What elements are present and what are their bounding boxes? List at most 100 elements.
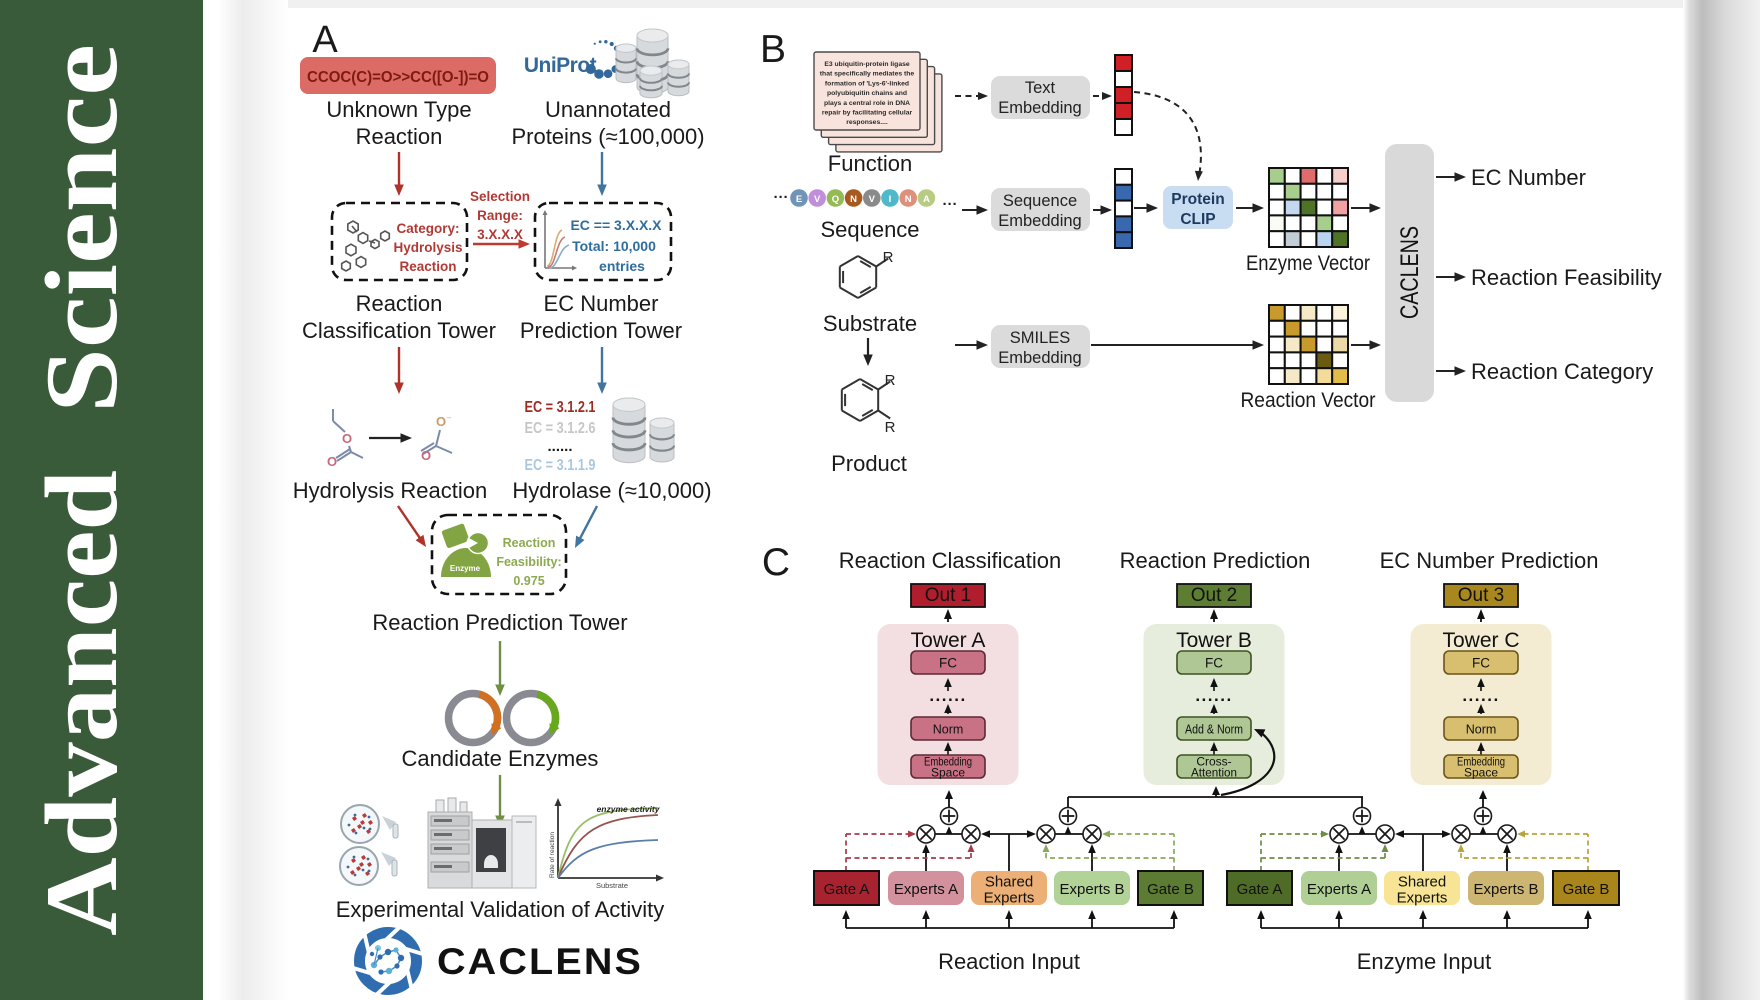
svg-text:Enzyme: Enzyme xyxy=(450,564,481,573)
svg-text:EC = 3.1.2.1: EC = 3.1.2.1 xyxy=(525,399,596,416)
svg-text:CCOC(C)=O>>CC([O-])=O: CCOC(C)=O>>CC([O-])=O xyxy=(307,69,489,86)
svg-text:Attention: Attention xyxy=(1191,766,1237,780)
svg-text:N: N xyxy=(850,194,857,205)
svg-text:Reaction Category: Reaction Category xyxy=(1471,359,1653,384)
svg-text:Text: Text xyxy=(1025,79,1056,97)
svg-text:Enzyme Vector: Enzyme Vector xyxy=(1246,252,1370,275)
svg-text:I: I xyxy=(889,194,892,205)
svg-text:Out 2: Out 2 xyxy=(1191,585,1237,606)
svg-text:SMILES: SMILES xyxy=(1010,329,1071,347)
svg-text:Reaction Prediction Tower: Reaction Prediction Tower xyxy=(372,610,627,635)
svg-text:···: ··· xyxy=(943,196,958,213)
svg-text:Experts B: Experts B xyxy=(1059,881,1124,898)
svg-text:Substrate: Substrate xyxy=(596,881,628,890)
svg-text:Unknown Type: Unknown Type xyxy=(326,97,471,122)
svg-text:Substrate: Substrate xyxy=(823,311,917,336)
svg-text:Category:: Category: xyxy=(396,221,459,236)
svg-text:FC: FC xyxy=(939,656,957,671)
svg-text:Science: Science xyxy=(25,44,139,413)
svg-text:V: V xyxy=(869,194,876,205)
svg-text:R: R xyxy=(885,372,896,389)
svg-text:B: B xyxy=(760,28,786,71)
svg-text:Function: Function xyxy=(828,151,912,176)
svg-text:Enzyme Input: Enzyme Input xyxy=(1357,949,1492,974)
svg-text:Gate A: Gate A xyxy=(1237,881,1283,898)
svg-text:Cross-: Cross- xyxy=(1196,755,1231,769)
svg-text:repair by facilitating cellula: repair by facilitating cellular xyxy=(822,110,913,117)
svg-text:Shared: Shared xyxy=(985,874,1033,891)
svg-text:CLIP: CLIP xyxy=(1180,211,1215,228)
svg-text:FC: FC xyxy=(1472,656,1490,671)
svg-text:Norm: Norm xyxy=(933,723,964,737)
svg-text:Q: Q xyxy=(832,194,839,205)
svg-text:......: ...... xyxy=(1195,686,1232,705)
svg-text:Reaction: Reaction xyxy=(503,536,556,550)
svg-text:Prediction Tower: Prediction Tower xyxy=(520,318,682,343)
svg-text:Reaction: Reaction xyxy=(356,124,443,149)
svg-text:Feasibility:: Feasibility: xyxy=(496,555,561,569)
svg-text:Reaction Vector: Reaction Vector xyxy=(1241,389,1376,412)
svg-text:plays a central role in DNA: plays a central role in DNA xyxy=(824,100,910,107)
svg-text:Out 3: Out 3 xyxy=(1458,585,1504,606)
svg-text:A: A xyxy=(312,19,338,61)
svg-text:Proteins (≈100,000): Proteins (≈100,000) xyxy=(511,124,704,149)
svg-text:Out 1: Out 1 xyxy=(925,585,971,606)
svg-text:Experts A: Experts A xyxy=(894,881,958,898)
svg-text:Reaction Prediction: Reaction Prediction xyxy=(1120,548,1311,573)
svg-text:Sequence: Sequence xyxy=(1003,192,1077,210)
svg-text:O: O xyxy=(421,448,431,463)
svg-text:Classification Tower: Classification Tower xyxy=(302,318,496,343)
svg-text:Range:: Range: xyxy=(477,208,523,223)
svg-text:Reaction: Reaction xyxy=(399,259,456,274)
svg-text:Space: Space xyxy=(1464,766,1498,780)
svg-text:Space: Space xyxy=(931,766,965,780)
svg-text:Unannotated: Unannotated xyxy=(545,97,671,122)
svg-text:Product: Product xyxy=(831,451,907,476)
svg-text:Embedding: Embedding xyxy=(924,755,972,769)
svg-text:V: V xyxy=(814,194,821,205)
svg-text:Advanced: Advanced xyxy=(25,470,139,936)
svg-text:entries: entries xyxy=(599,258,645,274)
svg-text:Embedding: Embedding xyxy=(998,99,1081,117)
svg-text:0.975: 0.975 xyxy=(513,574,544,588)
svg-text:E3 ubiquitin-protein ligase: E3 ubiquitin-protein ligase xyxy=(824,61,910,68)
svg-text:enzyme activity: enzyme activity xyxy=(597,804,661,814)
svg-text:Selection: Selection xyxy=(470,189,530,204)
svg-text:N: N xyxy=(905,194,912,205)
svg-text:O: O xyxy=(327,454,337,469)
svg-text:–: – xyxy=(447,413,452,422)
svg-text:......: ...... xyxy=(547,438,572,455)
svg-text:EC Number Prediction: EC Number Prediction xyxy=(1380,548,1599,573)
svg-text:Reaction Classification: Reaction Classification xyxy=(839,548,1062,573)
svg-text:EC Number: EC Number xyxy=(1471,165,1586,190)
svg-text:Tower B: Tower B xyxy=(1176,629,1252,652)
svg-text:Experts: Experts xyxy=(1397,890,1448,907)
svg-text:EC = 3.1.1.9: EC = 3.1.1.9 xyxy=(525,457,596,474)
svg-text:Experimental Validation of Act: Experimental Validation of Activity xyxy=(336,897,665,922)
svg-text:O: O xyxy=(342,431,352,446)
svg-text:Rate of reaction: Rate of reaction xyxy=(549,832,556,878)
svg-text:Hydrolysis Reaction: Hydrolysis Reaction xyxy=(293,478,487,503)
svg-text:formation of 'Lys-6'-linked: formation of 'Lys-6'-linked xyxy=(825,80,909,87)
svg-text:that specifically mediates the: that specifically mediates the xyxy=(820,71,915,78)
svg-text:R: R xyxy=(883,249,894,266)
svg-text:Embedding: Embedding xyxy=(998,349,1081,367)
svg-text:···: ··· xyxy=(774,189,789,206)
svg-text:E: E xyxy=(796,194,802,205)
svg-text:Experts B: Experts B xyxy=(1473,881,1538,898)
svg-text:Reaction Feasibility: Reaction Feasibility xyxy=(1471,265,1662,290)
svg-text:Experts: Experts xyxy=(984,890,1035,907)
svg-text:FC: FC xyxy=(1205,656,1223,671)
svg-text:Hydrolase (≈10,000): Hydrolase (≈10,000) xyxy=(512,478,711,503)
svg-text:3.X.X.X: 3.X.X.X xyxy=(477,227,523,242)
svg-text:CACLENS: CACLENS xyxy=(437,941,643,982)
svg-text:Embedding: Embedding xyxy=(998,212,1081,230)
svg-text:polyubiquitin chains and: polyubiquitin chains and xyxy=(827,90,907,97)
svg-text:Gate B: Gate B xyxy=(1147,881,1194,898)
svg-text:Reaction Input: Reaction Input xyxy=(938,949,1080,974)
svg-text:R: R xyxy=(885,419,896,436)
svg-text:Tower C: Tower C xyxy=(1442,629,1519,652)
svg-text:Reaction: Reaction xyxy=(356,291,443,316)
svg-text:EC = 3.1.2.6: EC = 3.1.2.6 xyxy=(525,420,596,437)
svg-text:C: C xyxy=(762,541,790,584)
